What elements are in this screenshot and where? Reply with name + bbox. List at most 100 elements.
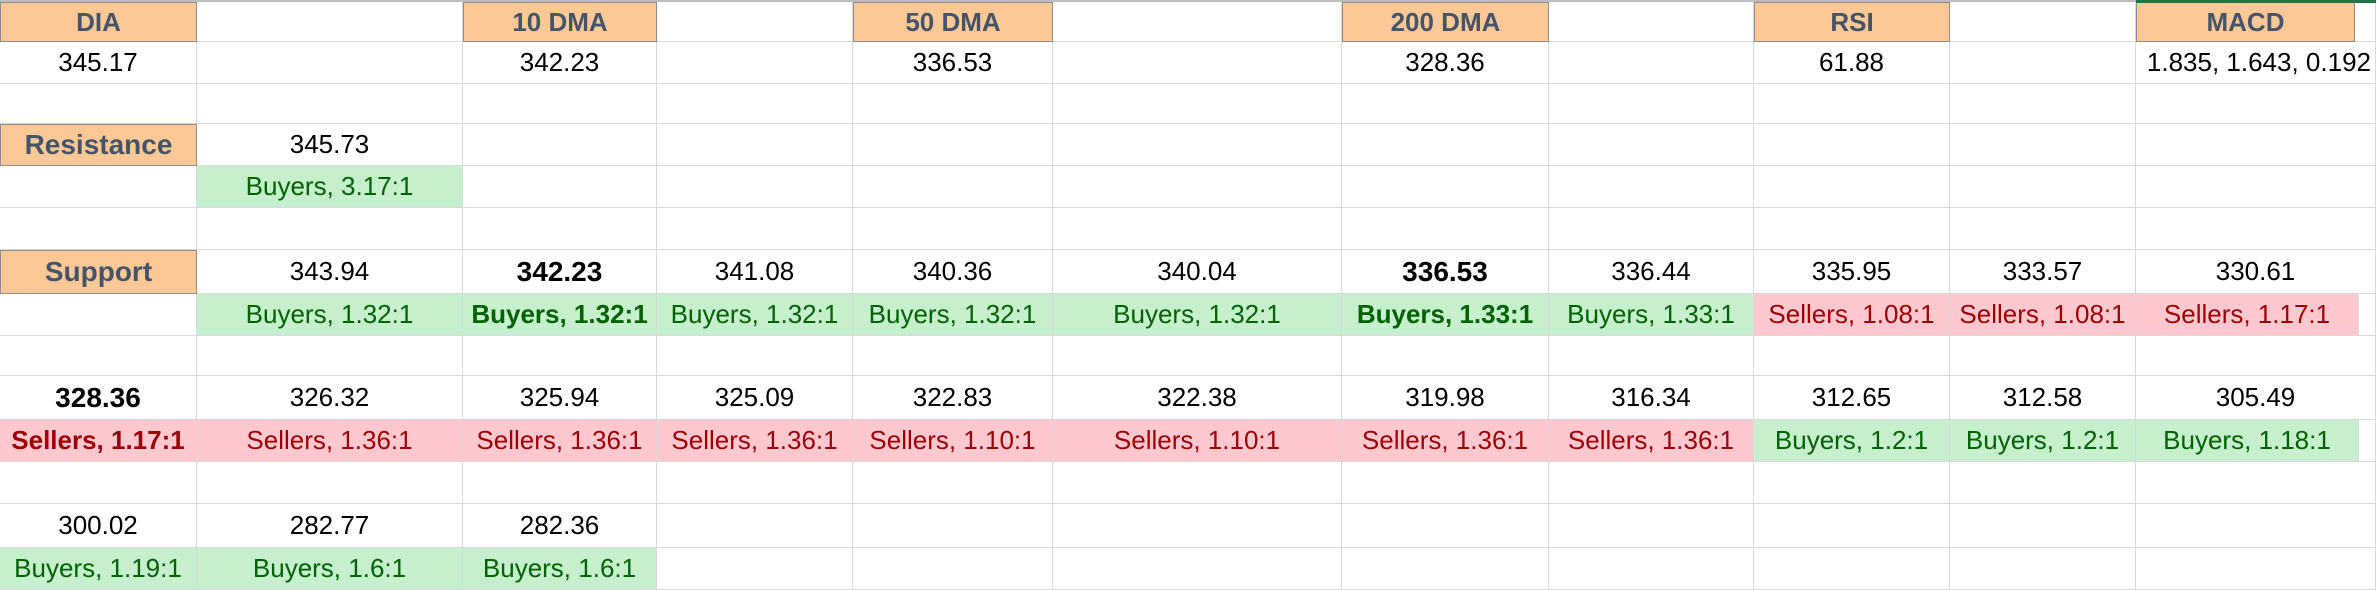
empty-cell[interactable]	[853, 462, 1053, 504]
support-ratio-buyers[interactable]: Buyers, 1.2:1	[1754, 420, 1950, 462]
empty-cell[interactable]	[1053, 208, 1342, 250]
empty-cell[interactable]	[1950, 166, 2136, 208]
empty-cell[interactable]	[2359, 294, 2376, 336]
empty-cell[interactable]	[197, 42, 463, 84]
empty-cell[interactable]	[657, 462, 853, 504]
empty-cell[interactable]	[853, 124, 1053, 166]
value-rsi[interactable]: 61.88	[1754, 42, 1950, 84]
empty-cell[interactable]	[1053, 336, 1342, 376]
empty-cell[interactable]	[463, 84, 657, 124]
empty-cell[interactable]	[463, 462, 657, 504]
empty-cell[interactable]	[1342, 504, 1549, 548]
empty-cell[interactable]	[463, 166, 657, 208]
empty-cell[interactable]	[853, 84, 1053, 124]
support-ratio-buyers[interactable]: Buyers, 1.32:1	[197, 294, 463, 336]
value-50-dma[interactable]: 336.53	[853, 42, 1053, 84]
empty-cell[interactable]	[2136, 548, 2376, 590]
support-ratio-buyers[interactable]: Buyers, 1.19:1	[0, 548, 197, 590]
empty-cell[interactable]	[657, 504, 853, 548]
empty-cell[interactable]	[1053, 42, 1342, 84]
empty-cell[interactable]	[1053, 504, 1342, 548]
empty-cell[interactable]	[1950, 504, 2136, 548]
empty-cell[interactable]	[1754, 166, 1950, 208]
empty-cell[interactable]	[657, 42, 853, 84]
support-level[interactable]: 325.94	[463, 376, 657, 420]
empty-cell[interactable]	[657, 208, 853, 250]
empty-cell[interactable]	[853, 504, 1053, 548]
support-level[interactable]: 322.83	[853, 376, 1053, 420]
empty-cell[interactable]	[1754, 504, 1950, 548]
support-level-10-dma[interactable]: 342.23	[463, 250, 657, 294]
value-10-dma[interactable]: 342.23	[463, 42, 657, 84]
empty-cell[interactable]	[1754, 548, 1950, 590]
resistance-ratio[interactable]: Buyers, 3.17:1	[197, 166, 463, 208]
support-level[interactable]: 312.58	[1950, 376, 2136, 420]
resistance-level[interactable]: 345.73	[197, 124, 463, 166]
support-ratio-sellers[interactable]: Sellers, 1.17:1	[0, 420, 197, 462]
resistance-label[interactable]: Resistance	[0, 124, 197, 166]
empty-cell[interactable]	[853, 336, 1053, 376]
support-ratio-sellers[interactable]: Sellers, 1.10:1	[853, 420, 1053, 462]
empty-cell[interactable]	[1342, 208, 1549, 250]
support-level[interactable]: 341.08	[657, 250, 853, 294]
empty-cell[interactable]	[853, 208, 1053, 250]
empty-cell[interactable]	[1053, 124, 1342, 166]
empty-cell[interactable]	[657, 166, 853, 208]
empty-cell[interactable]	[2136, 336, 2376, 376]
support-ratio-buyers[interactable]: Buyers, 1.33:1	[1342, 294, 1549, 336]
support-ratio-sellers[interactable]: Sellers, 1.36:1	[197, 420, 463, 462]
empty-cell[interactable]	[1950, 462, 2136, 504]
support-level[interactable]: 282.77	[197, 504, 463, 548]
support-ratio-sellers[interactable]: Sellers, 1.08:1	[1754, 294, 1950, 336]
support-level[interactable]: 333.57	[1950, 250, 2136, 294]
empty-cell[interactable]	[1549, 504, 1754, 548]
empty-cell[interactable]	[1549, 462, 1754, 504]
empty-cell[interactable]	[0, 462, 197, 504]
support-level[interactable]: 316.34	[1549, 376, 1754, 420]
support-level[interactable]: 312.65	[1754, 376, 1950, 420]
value-200-dma[interactable]: 328.36	[1342, 42, 1549, 84]
empty-cell[interactable]	[0, 84, 197, 124]
empty-cell[interactable]	[197, 208, 463, 250]
support-level-50-dma[interactable]: 336.53	[1342, 250, 1549, 294]
empty-cell[interactable]	[1053, 166, 1342, 208]
empty-cell[interactable]	[0, 294, 197, 336]
empty-cell[interactable]	[2359, 420, 2376, 462]
empty-cell[interactable]	[2136, 166, 2376, 208]
empty-cell[interactable]	[1754, 336, 1950, 376]
support-ratio-sellers[interactable]: Sellers, 1.36:1	[657, 420, 853, 462]
empty-cell[interactable]	[1950, 84, 2136, 124]
empty-cell[interactable]	[853, 548, 1053, 590]
empty-cell[interactable]	[1053, 2, 1342, 42]
support-level[interactable]: 326.32	[197, 376, 463, 420]
empty-cell[interactable]	[657, 2, 853, 42]
value-dia[interactable]: 345.17	[0, 42, 197, 84]
header-50-dma[interactable]: 50 DMA	[853, 2, 1053, 42]
support-ratio-buyers[interactable]: Buyers, 1.32:1	[463, 294, 657, 336]
support-level[interactable]: 335.95	[1754, 250, 1950, 294]
support-ratio-sellers[interactable]: Sellers, 1.36:1	[1549, 420, 1754, 462]
empty-cell[interactable]	[1950, 124, 2136, 166]
support-ratio-buyers[interactable]: Buyers, 1.33:1	[1549, 294, 1754, 336]
support-ratio-buyers[interactable]: Buyers, 1.2:1	[1950, 420, 2136, 462]
empty-cell[interactable]	[1950, 548, 2136, 590]
empty-cell[interactable]	[0, 166, 197, 208]
support-level[interactable]: 340.04	[1053, 250, 1342, 294]
empty-cell[interactable]	[463, 124, 657, 166]
empty-cell[interactable]	[1754, 124, 1950, 166]
empty-cell[interactable]	[1549, 548, 1754, 590]
support-ratio-sellers[interactable]: Sellers, 1.10:1	[1053, 420, 1342, 462]
support-level[interactable]: 330.61	[2136, 250, 2376, 294]
support-ratio-buyers[interactable]: Buyers, 1.18:1	[2136, 420, 2359, 462]
empty-cell[interactable]	[1950, 2, 2136, 42]
empty-cell[interactable]	[2136, 462, 2376, 504]
support-level[interactable]: 305.49	[2136, 376, 2376, 420]
empty-cell[interactable]	[1549, 208, 1754, 250]
support-level[interactable]: 319.98	[1342, 376, 1549, 420]
empty-cell[interactable]	[1950, 336, 2136, 376]
support-ratio-buyers[interactable]: Buyers, 1.32:1	[657, 294, 853, 336]
empty-cell[interactable]	[1342, 336, 1549, 376]
header-10-dma[interactable]: 10 DMA	[463, 2, 657, 42]
empty-cell[interactable]	[2136, 504, 2376, 548]
empty-cell[interactable]	[197, 2, 463, 42]
